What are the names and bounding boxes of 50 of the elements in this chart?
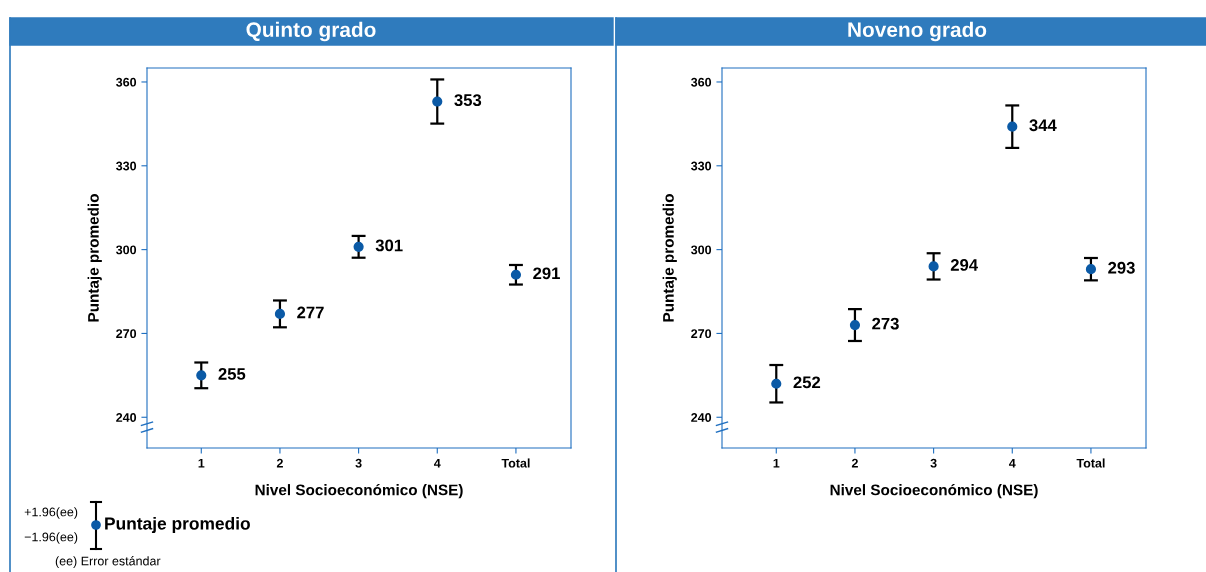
y-tick-label: 270 [691, 329, 712, 339]
data-label: 277 [297, 306, 324, 319]
point [196, 370, 207, 381]
y-axis-title: Puntaje promedio [87, 194, 102, 322]
x-tick-label: 1 [773, 458, 780, 468]
data-label: 291 [533, 267, 560, 280]
text: Puntaje promedio [105, 516, 250, 534]
y-tick-label: 300 [116, 245, 137, 255]
y-tick-label: 270 [116, 329, 137, 339]
y-tick-label: 240 [691, 413, 712, 422]
y-tick-label: 240 [116, 413, 137, 422]
text: (ee) Error estándar [55, 556, 161, 568]
x-tick-label: 4 [433, 458, 441, 468]
x-tick-label: Total [501, 458, 530, 468]
x-tick-label: 2 [276, 458, 283, 468]
y-axis-title: Puntaje promedio [662, 194, 677, 322]
point [849, 319, 861, 331]
y-tick-label: 360 [116, 77, 137, 87]
point [510, 269, 522, 280]
data-label: 294 [950, 259, 978, 271]
point [353, 241, 364, 252]
x-tick-label: 3 [355, 458, 362, 468]
y-tick-label: 360 [691, 77, 712, 87]
data-label: 353 [454, 94, 482, 107]
data-label: 344 [1029, 119, 1057, 132]
x-axis-title: Nivel Socioeconómico (NSE) [255, 483, 463, 499]
y-tick-label: 330 [116, 161, 137, 171]
text: −1.96(ee) [24, 532, 78, 544]
x-tick-label: 2 [851, 458, 858, 468]
chart-title: Quinto grado [246, 21, 376, 42]
data-label: 252 [793, 376, 821, 389]
x-tick-label: 4 [1008, 458, 1016, 468]
point [432, 96, 443, 107]
y-tick-label: 300 [691, 245, 712, 255]
point [1085, 264, 1097, 275]
x-tick-label: 1 [198, 458, 205, 468]
data-label: 301 [375, 239, 403, 252]
point [274, 308, 286, 319]
data-label: 293 [1108, 261, 1135, 274]
point [928, 261, 939, 272]
point [1007, 121, 1018, 132]
x-tick-label: Total [1076, 458, 1105, 468]
point [771, 378, 782, 389]
text: +1.96(ee) [24, 507, 78, 519]
x-axis-title: Nivel Socioeconómico (NSE) [830, 483, 1038, 499]
data-label: 273 [872, 317, 899, 330]
y-tick-label: 330 [691, 161, 712, 171]
data-label: 255 [218, 368, 246, 380]
chart-title: Noveno grado [848, 21, 987, 42]
x-tick-label: 3 [930, 458, 937, 468]
